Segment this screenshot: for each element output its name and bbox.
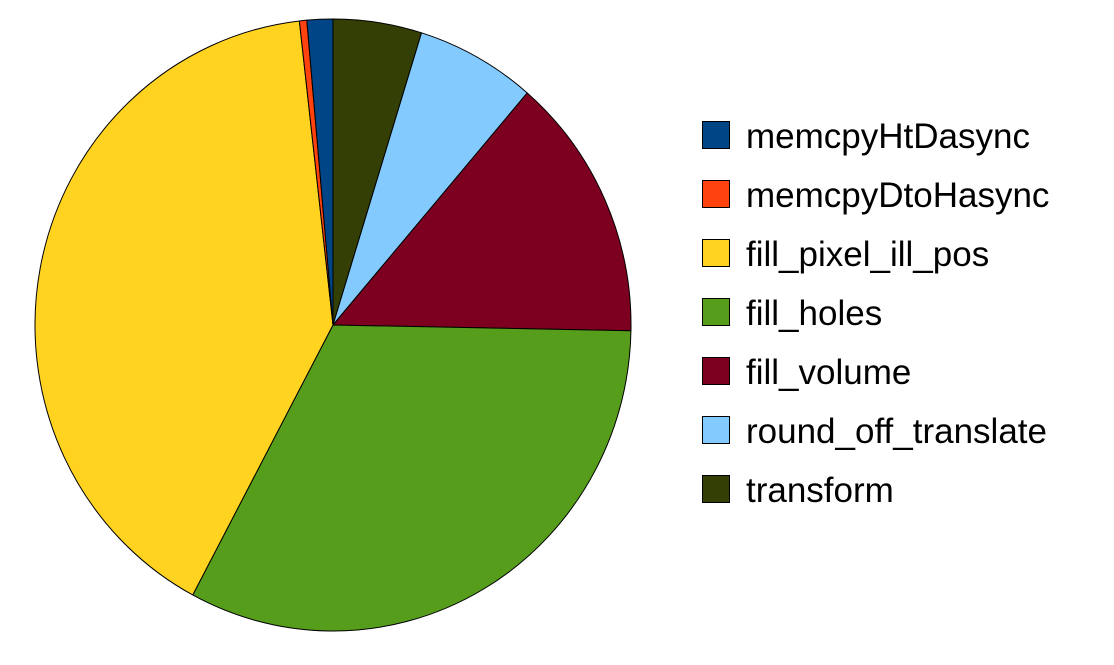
legend-swatch: [702, 416, 730, 444]
legend-item: fill_holes: [700, 290, 1110, 349]
legend-label: transform: [746, 471, 894, 510]
legend-swatch: [702, 121, 730, 149]
chart-legend: memcpyHtDasync memcpyDtoHasync fill_pixel_…: [700, 113, 1110, 526]
legend-swatch: [702, 475, 730, 503]
legend-item: transform: [700, 467, 1110, 526]
legend-item: memcpyHtDasync: [700, 113, 1110, 172]
legend-label: fill_pixel_ill_pos: [746, 235, 990, 274]
legend-label: memcpyDtoHasync: [746, 176, 1050, 215]
legend-label: round_off_translate: [746, 412, 1047, 451]
legend-label: memcpyHtDasync: [746, 117, 1030, 156]
pie-slices: [34, 18, 632, 632]
legend-label: fill_volume: [746, 353, 912, 392]
pie-slice-fill-holes: [192, 324, 632, 632]
legend-swatch: [702, 298, 730, 326]
legend-item: fill_volume: [700, 349, 1110, 408]
legend-item: memcpyDtoHasync: [700, 172, 1110, 231]
legend-item: round_off_translate: [700, 408, 1110, 467]
pie-slice-memcpyhtdasync: [306, 18, 334, 326]
pie-chart: [34, 18, 632, 632]
legend-swatch: [702, 180, 730, 208]
pie-slice-fill-pixel-ill-pos: [34, 20, 334, 596]
pie-slice-fill-volume: [332, 92, 632, 332]
legend-label: fill_holes: [746, 294, 883, 333]
legend-swatch: [702, 239, 730, 267]
legend-swatch: [702, 357, 730, 385]
pie-slice-round-off-translate: [332, 32, 528, 326]
legend-item: fill_pixel_ill_pos: [700, 231, 1110, 290]
